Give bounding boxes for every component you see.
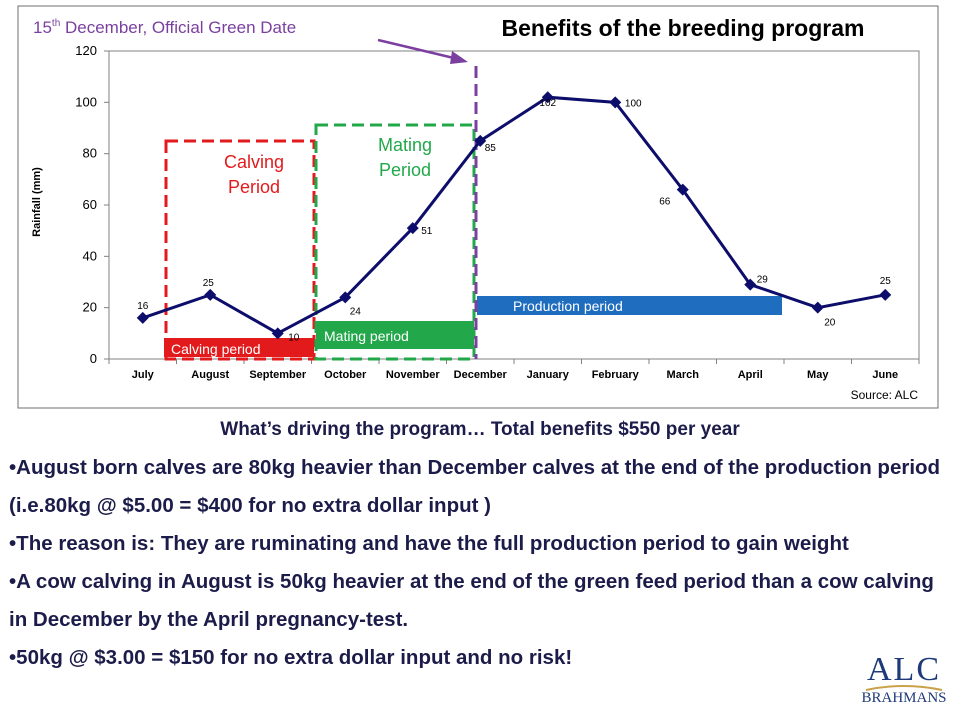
benefit-bullets: •August born calves are 80kg heavier tha… <box>9 449 954 677</box>
data-label: 100 <box>625 98 642 109</box>
x-tick-label: July <box>132 369 155 381</box>
data-point-marker <box>406 222 419 235</box>
logo-text: ALC <box>867 651 941 688</box>
data-point-marker <box>339 291 352 304</box>
x-tick-label: March <box>667 369 700 381</box>
x-tick-label: February <box>592 369 640 381</box>
official-date-arrowhead <box>450 51 468 64</box>
y-tick-label: 80 <box>83 146 97 161</box>
program-summary-heading: What’s driving the program… Total benefi… <box>220 419 740 440</box>
logo-subtext: BRAHMANS <box>861 690 947 706</box>
data-point-marker <box>136 311 149 324</box>
y-tick-label: 40 <box>83 248 97 263</box>
data-label: 29 <box>757 275 769 286</box>
mating-box-label: Mating <box>378 135 432 155</box>
calving-bar-label: Calving period <box>171 341 261 357</box>
data-point-marker <box>541 91 554 104</box>
production-bar-label: Production period <box>513 298 623 314</box>
y-axis-label: Rainfall (mm) <box>31 167 43 237</box>
data-point-marker <box>204 288 217 301</box>
data-point-marker <box>271 327 284 340</box>
source-note: Source: ALC <box>851 388 919 402</box>
y-tick-label: 60 <box>83 197 97 212</box>
mating-period-bar <box>316 321 474 349</box>
mating-period-box <box>314 123 476 361</box>
x-tick-label: October <box>324 369 367 381</box>
y-tick-label: 0 <box>90 351 97 366</box>
x-tick-label: August <box>191 369 229 381</box>
data-label: 20 <box>824 318 836 329</box>
data-label: 85 <box>485 143 497 154</box>
y-tick-label: 20 <box>83 300 97 315</box>
data-label: 66 <box>659 197 671 208</box>
data-label: 16 <box>137 301 149 312</box>
calving-period-box <box>164 139 316 361</box>
x-tick-label: January <box>527 369 570 381</box>
x-tick-label: April <box>738 369 763 381</box>
alc-brahmans-logo: ALC BRAHMANS <box>858 652 950 714</box>
data-label: 51 <box>421 226 433 237</box>
data-label: 24 <box>350 306 362 317</box>
official-green-date-label: 15th December, Official Green Date <box>33 18 296 37</box>
mating-bar-label: Mating period <box>324 328 409 344</box>
data-label: 25 <box>203 278 215 289</box>
bullet-item: •The reason is: They are ruminating and … <box>9 532 849 555</box>
calving-period-bar <box>164 338 314 357</box>
x-tick-label: December <box>454 369 508 381</box>
calving-box-label: Period <box>228 177 280 197</box>
data-point-marker <box>609 96 622 109</box>
chart-title: Benefits of the breeding program <box>502 15 865 41</box>
data-point-marker <box>474 134 487 147</box>
data-point-marker <box>879 288 892 301</box>
bullet-item: •A cow calving in August is 50kg heavier… <box>9 570 934 631</box>
data-point-marker <box>744 278 757 291</box>
calving-box-label: Calving <box>224 152 284 172</box>
chart-frame <box>17 5 939 409</box>
official-date-arrow <box>377 38 459 61</box>
data-label: 10 <box>288 332 300 343</box>
logo-swoosh-icon <box>865 685 943 691</box>
rainfall-series-line <box>142 95 886 336</box>
mating-box-label: Period <box>379 160 431 180</box>
x-tick-label: September <box>249 369 307 381</box>
data-point-marker <box>811 301 824 314</box>
y-tick-label: 120 <box>75 43 97 58</box>
data-label: 102 <box>539 98 556 109</box>
data-label: 25 <box>880 276 892 287</box>
x-tick-label: May <box>807 369 829 381</box>
bullet-item: •50kg @ $3.00 = $150 for no extra dollar… <box>9 646 573 669</box>
bullet-item: •August born calves are 80kg heavier tha… <box>9 456 941 517</box>
production-period-bar <box>477 296 782 315</box>
data-point-marker <box>676 183 689 196</box>
x-tick-label: November <box>386 369 441 381</box>
x-tick-label: June <box>872 369 898 381</box>
y-tick-label: 100 <box>75 94 97 109</box>
